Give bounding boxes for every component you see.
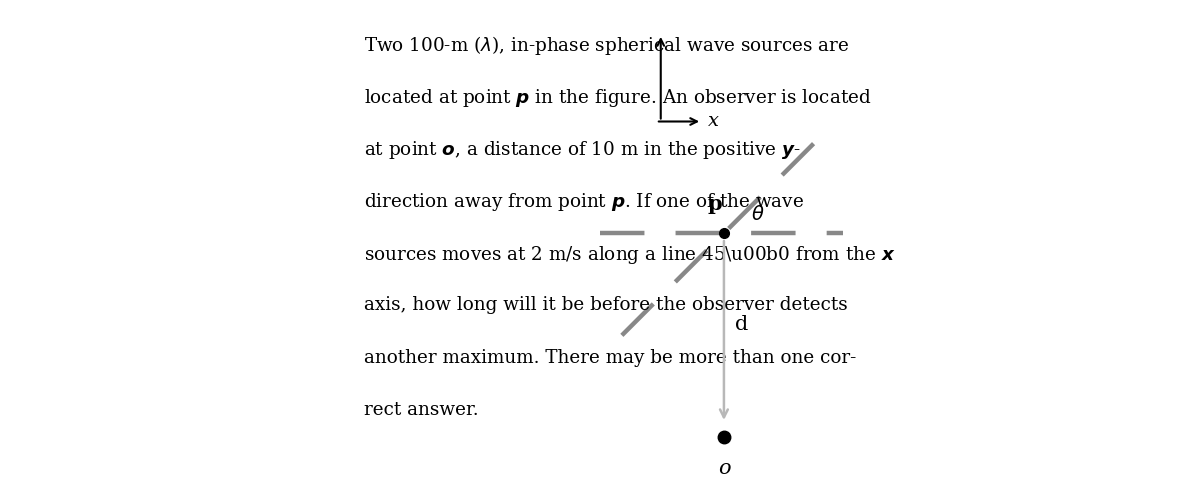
Text: direction away from point $\boldsymbol{p}$. If one of the wave: direction away from point $\boldsymbol{p… — [365, 191, 804, 213]
Text: d: d — [734, 315, 748, 334]
Text: sources moves at 2 m/s along a line 45\u00b0 from the $\boldsymbol{x}$: sources moves at 2 m/s along a line 45\u… — [365, 244, 895, 266]
Text: located at point $\boldsymbol{p}$ in the figure. An observer is located: located at point $\boldsymbol{p}$ in the… — [365, 87, 872, 108]
Text: p: p — [708, 194, 722, 214]
Text: $\theta$: $\theta$ — [751, 205, 764, 225]
Text: Two 100-m ($\lambda$), in-phase spherical wave sources are: Two 100-m ($\lambda$), in-phase spherica… — [365, 34, 850, 57]
Text: o: o — [718, 459, 731, 478]
Text: x: x — [708, 112, 719, 131]
Text: at point $\boldsymbol{o}$, a distance of 10 m in the positive $\boldsymbol{y}$-: at point $\boldsymbol{o}$, a distance of… — [365, 139, 802, 161]
Text: rect answer.: rect answer. — [365, 401, 479, 419]
Text: another maximum. There may be more than one cor-: another maximum. There may be more than … — [365, 349, 857, 367]
Text: axis, how long will it be before the observer detects: axis, how long will it be before the obs… — [365, 296, 848, 314]
